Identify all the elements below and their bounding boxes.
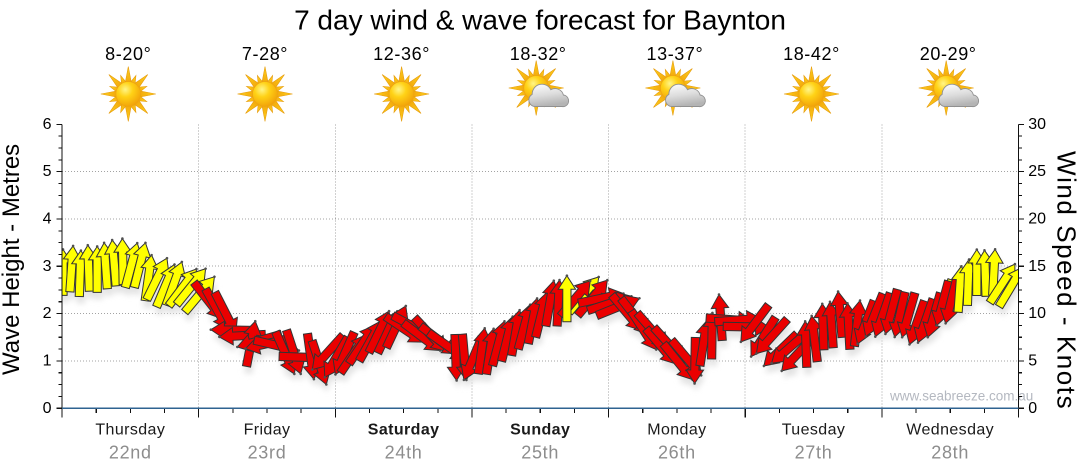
svg-text:13-37°: 13-37° [646,44,703,64]
svg-text:30: 30 [1028,116,1046,133]
svg-text:2: 2 [43,305,52,322]
svg-text:Wednesday: Wednesday [906,421,994,438]
svg-text:Wind Speed - Knots: Wind Speed - Knots [1052,151,1080,410]
svg-text:3: 3 [43,258,52,275]
svg-text:4: 4 [43,211,52,228]
svg-text:27th: 27th [795,443,833,463]
svg-text:Saturday: Saturday [368,421,440,438]
svg-text:Wave Height - Metres: Wave Height - Metres [0,144,25,375]
svg-text:0: 0 [1028,400,1037,417]
svg-text:23rd: 23rd [248,443,287,463]
svg-text:15: 15 [1028,258,1046,275]
svg-text:25: 25 [1028,163,1046,180]
svg-text:0: 0 [43,400,52,417]
svg-text:18-42°: 18-42° [783,44,840,64]
svg-text:Sunday: Sunday [510,421,570,438]
svg-text:6: 6 [43,116,52,133]
svg-text:12-36°: 12-36° [373,44,430,64]
svg-text:24th: 24th [385,443,423,463]
svg-text:Tuesday: Tuesday [782,421,846,438]
svg-text:28th: 28th [931,443,969,463]
svg-text:25th: 25th [521,443,559,463]
svg-text:7 day wind & wave forecast for: 7 day wind & wave forecast for Baynton [294,5,786,36]
svg-text:www.seabreeze.com.au: www.seabreeze.com.au [889,389,1033,404]
svg-text:20: 20 [1028,211,1046,228]
svg-text:22nd: 22nd [109,443,152,463]
svg-text:10: 10 [1028,305,1046,322]
svg-text:Monday: Monday [647,421,706,438]
svg-text:5: 5 [43,163,52,180]
svg-text:1: 1 [43,353,52,370]
svg-text:5: 5 [1028,353,1037,370]
svg-text:20-29°: 20-29° [920,44,977,64]
svg-text:18-32°: 18-32° [510,44,567,64]
svg-text:7-28°: 7-28° [242,44,288,64]
svg-text:26th: 26th [658,443,696,463]
svg-text:Friday: Friday [244,421,291,438]
svg-text:Thursday: Thursday [95,421,165,438]
svg-text:8-20°: 8-20° [105,44,151,64]
